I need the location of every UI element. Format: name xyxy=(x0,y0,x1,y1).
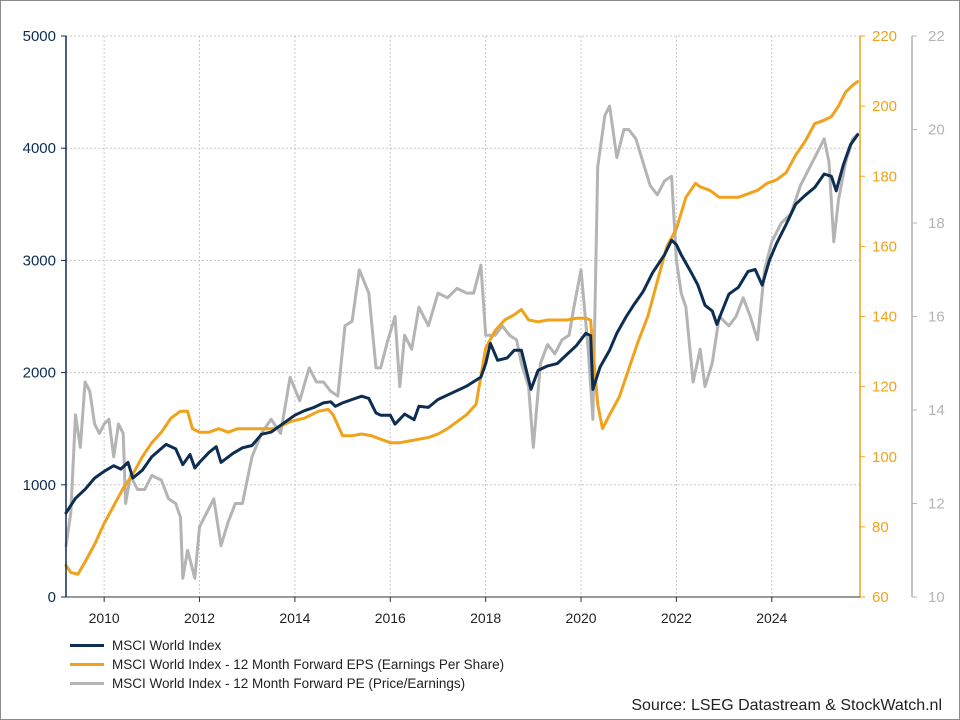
legend-label: MSCI World Index xyxy=(112,638,222,653)
y-tick-label-left: 1000 xyxy=(23,477,56,494)
y-tick-label-pe: 12 xyxy=(928,496,945,513)
y-tick-label-eps: 180 xyxy=(872,168,897,185)
x-tick-label: 2014 xyxy=(279,610,310,626)
y-tick-label-eps: 140 xyxy=(872,309,897,326)
y-tick-label-left: 2000 xyxy=(23,365,56,382)
source-note: Source: LSEG Datastream & StockWatch.nl xyxy=(631,697,942,714)
tick-labels: 0 1000 2000 3000 4000 5000 60 80 100 120 140 160 180… xyxy=(23,28,945,626)
x-tick-label: 2016 xyxy=(375,610,406,626)
series-group xyxy=(64,80,860,580)
legend-label: MSCI World Index - 12 Month Forward PE (… xyxy=(112,676,466,691)
y-tick-label-left: 3000 xyxy=(23,252,56,269)
y-tick-label-eps: 200 xyxy=(872,98,897,115)
y-tick-label-eps: 60 xyxy=(872,589,889,606)
x-tick-label: 2010 xyxy=(89,610,120,626)
axes-group xyxy=(61,35,917,602)
legend: MSCI World Index MSCI World Index - 12 Mo… xyxy=(70,636,504,693)
y-tick-label-pe: 22 xyxy=(928,28,945,45)
x-tick-label: 2024 xyxy=(756,610,787,626)
x-tick-label: 2012 xyxy=(184,610,215,626)
x-tick-label: 2020 xyxy=(565,610,596,626)
y-tick-label-eps: 160 xyxy=(872,238,897,255)
series-line-index xyxy=(64,133,860,515)
y-tick-label-pe: 20 xyxy=(928,122,945,139)
x-tick-label: 2022 xyxy=(661,610,692,626)
legend-swatch xyxy=(70,682,104,685)
y-tick-label-eps: 220 xyxy=(872,28,897,45)
series-line-eps xyxy=(64,80,860,576)
legend-item: MSCI World Index xyxy=(70,636,504,655)
y-tick-label-left: 0 xyxy=(48,589,56,606)
y-tick-label-pe: 14 xyxy=(928,402,945,419)
legend-label: MSCI World Index - 12 Month Forward EPS … xyxy=(112,657,505,672)
y-tick-label-left: 4000 xyxy=(23,140,56,157)
y-tick-label-eps: 120 xyxy=(872,379,897,396)
y-tick-label-eps: 100 xyxy=(872,449,897,466)
legend-swatch xyxy=(70,663,104,666)
y-tick-label-pe: 18 xyxy=(928,215,945,232)
legend-item: MSCI World Index - 12 Month Forward PE (… xyxy=(70,674,504,693)
legend-swatch xyxy=(70,644,104,647)
series-line-pe xyxy=(64,104,860,580)
legend-item: MSCI World Index - 12 Month Forward EPS … xyxy=(70,655,504,674)
chart-grid xyxy=(66,35,860,598)
y-tick-label-pe: 16 xyxy=(928,309,945,326)
x-tick-label: 2018 xyxy=(470,610,501,626)
y-tick-label-left: 5000 xyxy=(23,28,56,45)
y-tick-label-eps: 80 xyxy=(872,519,889,536)
y-tick-label-pe: 10 xyxy=(928,589,945,606)
